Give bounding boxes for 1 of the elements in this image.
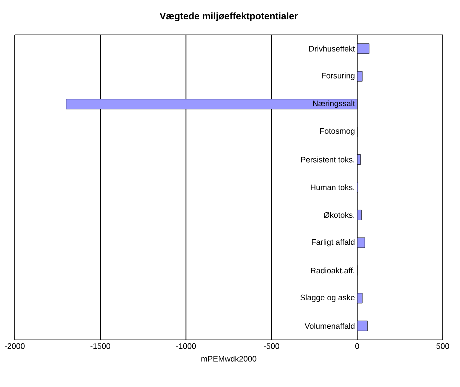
chart-title: Vægtede miljøeffektpotentialer (160, 12, 298, 22)
